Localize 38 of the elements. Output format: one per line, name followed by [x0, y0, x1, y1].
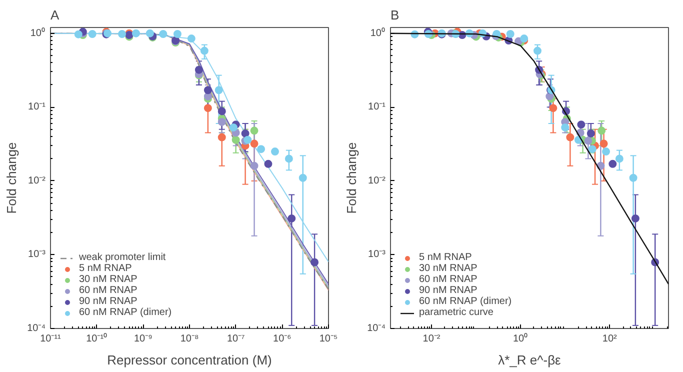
chart-title: B: [390, 8, 400, 22]
y-tick-label: 10⁻²: [28, 175, 46, 186]
legend-label: 30 nM RNAP: [419, 263, 478, 274]
y-tick-label: 10⁰: [30, 26, 46, 39]
legend-label: 5 nM RNAP: [419, 252, 472, 263]
legend-label: 60 nM RNAP (dimer): [419, 296, 512, 307]
legend-label: 90 nM RNAP: [79, 296, 138, 307]
legend-label: 60 nM RNAP: [419, 274, 478, 285]
x-tick-label: 10⁻⁵: [319, 334, 338, 344]
y-tick-label: 10⁻¹: [28, 102, 46, 113]
x-tick-label: 10⁰: [513, 332, 528, 344]
y-tick-label: 10⁻²: [368, 175, 386, 186]
x-axis-title: λ*_R e^-βε: [498, 352, 562, 368]
x-tick-label: 10²: [602, 334, 618, 344]
legend-label: 5 nM RNAP: [79, 263, 132, 274]
y-tick-label: 10⁻⁴: [367, 323, 386, 334]
x-tick-label: 10⁻⁹: [134, 334, 152, 344]
legend-label: 30 nM RNAP: [79, 274, 138, 285]
legend-label: 60 nM RNAP: [79, 285, 138, 296]
legend-label: 60 nM RNAP (dimer): [79, 307, 172, 318]
y-axis-title: Fold change: [344, 142, 360, 214]
x-axis-title: Repressor concentration (M): [107, 352, 272, 368]
x-tick-label: 10⁻¹¹: [40, 334, 62, 344]
legend-label: parametric curve: [419, 307, 494, 318]
x-tick-label: 10⁻⁷: [226, 334, 246, 344]
y-tick-label: 10⁰: [370, 26, 386, 39]
chart-title: A: [50, 8, 60, 22]
y-tick-label: 10⁻³: [368, 249, 386, 260]
y-tick-label: 10⁻⁴: [27, 323, 46, 334]
x-tick-label: 10⁻⁶: [273, 334, 292, 344]
x-tick-label: 10⁻¹⁰: [86, 332, 108, 344]
legend-label: weak promoter limit: [79, 252, 166, 263]
legend-label: 90 nM RNAP: [419, 285, 478, 296]
y-axis-title: Fold change: [4, 142, 20, 214]
y-tick-label: 10⁻¹: [368, 102, 386, 113]
x-tick-label: 10⁻⁸: [180, 334, 199, 344]
y-tick-label: 10⁻³: [28, 249, 46, 260]
x-tick-label: 10⁻²: [422, 334, 441, 344]
